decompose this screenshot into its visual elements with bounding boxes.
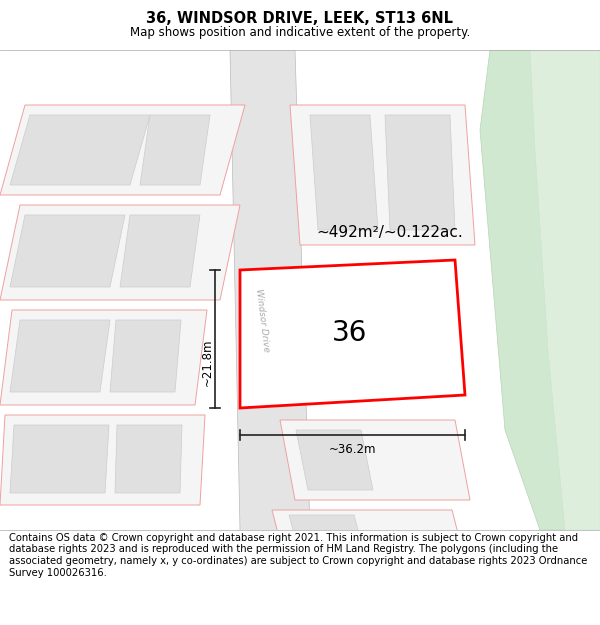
Text: Map shows position and indicative extent of the property.: Map shows position and indicative extent… bbox=[130, 26, 470, 39]
Polygon shape bbox=[0, 415, 205, 505]
Polygon shape bbox=[110, 320, 181, 392]
Polygon shape bbox=[10, 425, 109, 493]
Polygon shape bbox=[310, 115, 378, 230]
Polygon shape bbox=[530, 50, 600, 530]
Polygon shape bbox=[0, 205, 240, 300]
Polygon shape bbox=[296, 430, 373, 490]
Text: ~492m²/~0.122ac.: ~492m²/~0.122ac. bbox=[317, 225, 463, 240]
Polygon shape bbox=[140, 115, 210, 185]
Polygon shape bbox=[240, 260, 465, 408]
Text: 36: 36 bbox=[332, 319, 368, 348]
Polygon shape bbox=[115, 425, 182, 493]
Polygon shape bbox=[290, 105, 475, 245]
Text: ~36.2m: ~36.2m bbox=[329, 443, 376, 456]
Polygon shape bbox=[10, 215, 125, 287]
Polygon shape bbox=[480, 50, 600, 530]
Polygon shape bbox=[0, 310, 207, 405]
Polygon shape bbox=[385, 115, 455, 230]
Polygon shape bbox=[0, 105, 245, 195]
Text: 36, WINDSOR DRIVE, LEEK, ST13 6NL: 36, WINDSOR DRIVE, LEEK, ST13 6NL bbox=[146, 11, 454, 26]
Polygon shape bbox=[280, 420, 470, 500]
Polygon shape bbox=[10, 320, 110, 392]
Polygon shape bbox=[289, 515, 368, 567]
Text: ~21.8m: ~21.8m bbox=[200, 339, 214, 386]
Polygon shape bbox=[120, 215, 200, 287]
Polygon shape bbox=[272, 510, 470, 580]
Text: Windsor Drive: Windsor Drive bbox=[254, 288, 271, 352]
Text: Contains OS data © Crown copyright and database right 2021. This information is : Contains OS data © Crown copyright and d… bbox=[9, 533, 587, 578]
Polygon shape bbox=[230, 50, 310, 530]
Polygon shape bbox=[10, 115, 150, 185]
